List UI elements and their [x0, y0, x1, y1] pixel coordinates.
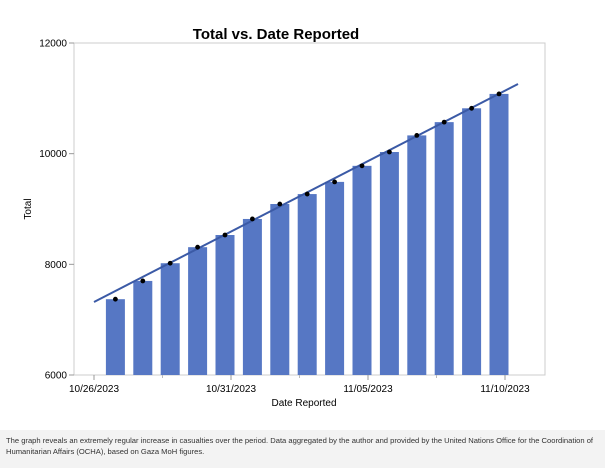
figure-caption: The graph reveals an extremely regular i…	[6, 436, 594, 456]
bar	[270, 204, 290, 375]
bar	[434, 122, 454, 375]
chart-title: Total vs. Date Reported	[193, 26, 359, 43]
bar	[407, 135, 427, 375]
chart-container: Total vs. Date Reported 6000 8000 10000 120…	[0, 0, 605, 456]
data-point	[387, 149, 392, 155]
bar	[188, 247, 208, 375]
bar	[133, 280, 153, 375]
data-point	[441, 119, 447, 125]
y-tick-label: 6000	[45, 371, 68, 382]
data-point	[167, 260, 173, 266]
y-tick-label: 12000	[39, 39, 67, 50]
bar	[325, 181, 345, 375]
x-tick-label: 10/31/2023	[206, 384, 256, 395]
data-point	[277, 201, 283, 207]
y-tick-label: 10000	[39, 149, 67, 160]
bar	[242, 218, 262, 375]
data-point	[469, 105, 474, 111]
data-point	[140, 278, 146, 284]
bar	[160, 263, 180, 375]
data-point	[414, 133, 420, 138]
bar	[215, 235, 235, 375]
data-point	[359, 163, 365, 169]
data-point	[332, 179, 337, 185]
data-point	[195, 244, 201, 250]
data-point	[304, 191, 310, 197]
data-point	[222, 232, 228, 238]
x-tick-label: 11/05/2023	[343, 384, 393, 395]
y-tick-label: 8000	[45, 260, 68, 271]
x-tick-label: 10/26/2023	[69, 384, 119, 395]
bar	[462, 108, 482, 375]
x-tick-label: 11/10/2023	[480, 384, 530, 395]
data-point	[113, 296, 118, 302]
bar	[379, 152, 399, 375]
bar	[297, 194, 317, 375]
bar	[352, 165, 372, 375]
bar	[105, 299, 125, 375]
x-axis-label: Date Reported	[271, 398, 336, 409]
bar-chart: Total vs. Date Reported 6000 8000 10000 120…	[23, 26, 546, 409]
data-point	[496, 91, 502, 97]
bar	[489, 93, 509, 375]
data-point	[250, 216, 255, 222]
y-axis-label: Total	[23, 198, 34, 219]
